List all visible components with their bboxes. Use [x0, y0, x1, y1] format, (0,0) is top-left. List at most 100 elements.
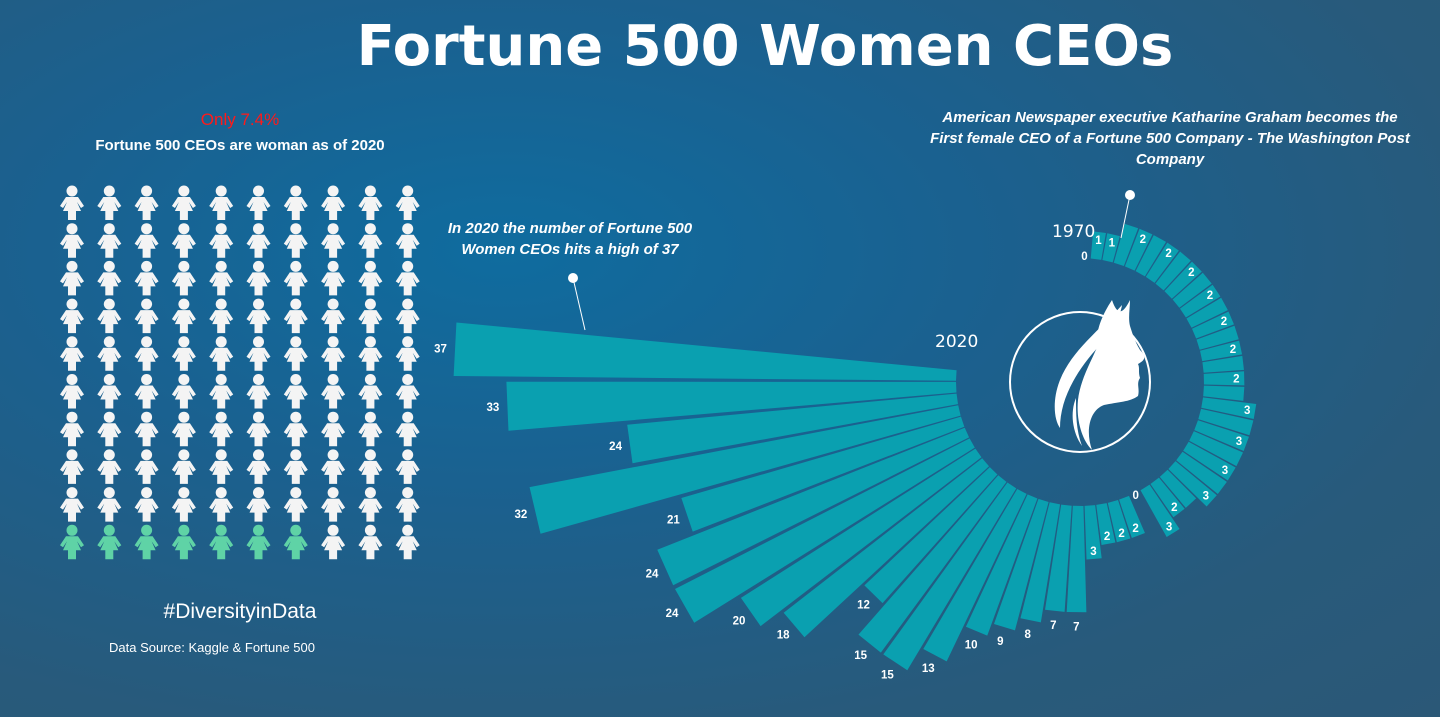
bar-value-label: 37 [434, 343, 447, 355]
bar-value-label: 3 [1222, 465, 1228, 477]
woman-icon [321, 336, 346, 371]
bar-value-label: 9 [997, 636, 1003, 648]
woman-icon-grid [60, 185, 420, 560]
highlight-percentage: Only 7.4% [200, 110, 280, 129]
woman-icon [134, 336, 159, 371]
bar-1989 [1198, 408, 1254, 436]
bar-2015 [657, 427, 970, 586]
woman-icon-highlighted [246, 524, 271, 560]
woman-icon [171, 374, 196, 409]
bar-value-label: 21 [667, 514, 680, 526]
woman-icon [395, 298, 420, 334]
woman-icon-highlighted [171, 524, 196, 560]
bar-1983 [1196, 325, 1239, 350]
bar-1977 [1155, 251, 1191, 291]
woman-icon [358, 185, 383, 220]
bar-value-label: 3 [1236, 436, 1242, 448]
bar-2004 [1045, 504, 1072, 612]
woman-icon [395, 223, 420, 258]
woman-icon [246, 487, 271, 522]
bar-1993 [1176, 451, 1227, 495]
woman-icon [395, 260, 420, 296]
woman-icon [283, 411, 308, 447]
woman-icon [358, 449, 383, 484]
woman-icon [60, 449, 84, 484]
bar-value-label: 3 [1166, 521, 1172, 533]
bar-2009 [883, 482, 1017, 671]
bar-2016 [681, 416, 965, 532]
woman-icon [97, 374, 122, 409]
woman-icon [134, 449, 159, 484]
hashtag: #DiversityinData [163, 600, 317, 623]
bar-2001 [1096, 503, 1116, 545]
bar-1986 [1203, 371, 1245, 386]
bar-1974 [1124, 228, 1153, 271]
woman-icon [283, 336, 308, 371]
bar-value-label: 0 [1081, 251, 1087, 263]
woman-icon [209, 374, 234, 409]
woman-icon [97, 223, 122, 258]
woman-icon [60, 336, 84, 371]
waffle-subtitle: Fortune 500 CEOs are woman as of 2020 [95, 137, 385, 154]
woman-icon [246, 336, 271, 371]
woman-icon [283, 374, 308, 409]
annotation-first-ceo: American Newspaper executive Katharine G… [930, 109, 1410, 168]
bar-value-label: 3 [1090, 546, 1096, 558]
woman-icon [209, 185, 234, 220]
annotation-pointer-2020 [572, 277, 586, 331]
woman-icon [209, 298, 234, 334]
bar-2008 [923, 488, 1027, 662]
bar-value-label: 3 [1244, 405, 1250, 417]
bar-value-label: 20 [733, 615, 746, 627]
bar-1988 [1201, 397, 1257, 419]
bar-value-label: 32 [515, 509, 528, 521]
woman-icon [209, 336, 234, 371]
bar-1976 [1145, 242, 1179, 283]
bar-value-label: 3 [1203, 491, 1209, 503]
bar-value-label: 12 [857, 599, 870, 611]
woman-icon [358, 260, 383, 296]
woman-icon [134, 223, 159, 258]
woman-icon [395, 487, 420, 522]
bar-value-label: 2 [1132, 523, 1138, 535]
woman-icon [246, 449, 271, 484]
woman-icon-highlighted [209, 524, 234, 560]
bar-value-label: 2 [1221, 316, 1227, 328]
woman-icon [171, 185, 196, 220]
woman-icon [321, 223, 346, 258]
bar-1985 [1202, 355, 1244, 373]
bar-2006 [993, 498, 1049, 631]
woman-icon [358, 336, 383, 371]
bar-value-label: 2 [1230, 344, 1236, 356]
bar-1972 [1102, 233, 1120, 263]
woman-icon [60, 298, 84, 334]
bar-1982 [1192, 311, 1234, 339]
bar-1981 [1186, 297, 1228, 328]
bar-value-label: 18 [777, 629, 790, 641]
bar-2014 [675, 438, 975, 623]
woman-icon [358, 223, 383, 258]
woman-icon [321, 524, 346, 560]
bar-1996 [1150, 477, 1185, 518]
woman-icon [60, 185, 84, 220]
woman-icon [97, 336, 122, 371]
start-year-label: 1970 [1052, 222, 1095, 242]
bar-2018 [627, 393, 958, 464]
woman-icon [321, 298, 346, 334]
woman-icon [171, 411, 196, 447]
center-ring [1009, 311, 1151, 453]
bar-value-label: 2 [1207, 290, 1213, 302]
woman-icon [283, 260, 308, 296]
woman-icon [395, 185, 420, 220]
end-year-label: 2020 [935, 332, 978, 352]
bar-2007 [965, 494, 1038, 636]
annotation-pin-2020 [568, 273, 578, 283]
woman-icon [321, 487, 346, 522]
annotation-pin-1970 [1125, 190, 1135, 200]
woman-icon [395, 449, 420, 484]
woman-icon [321, 449, 346, 484]
woman-icon [97, 298, 122, 334]
bar-2017 [529, 405, 961, 534]
bar-value-label: 8 [1025, 629, 1032, 641]
woman-icon [246, 411, 271, 447]
